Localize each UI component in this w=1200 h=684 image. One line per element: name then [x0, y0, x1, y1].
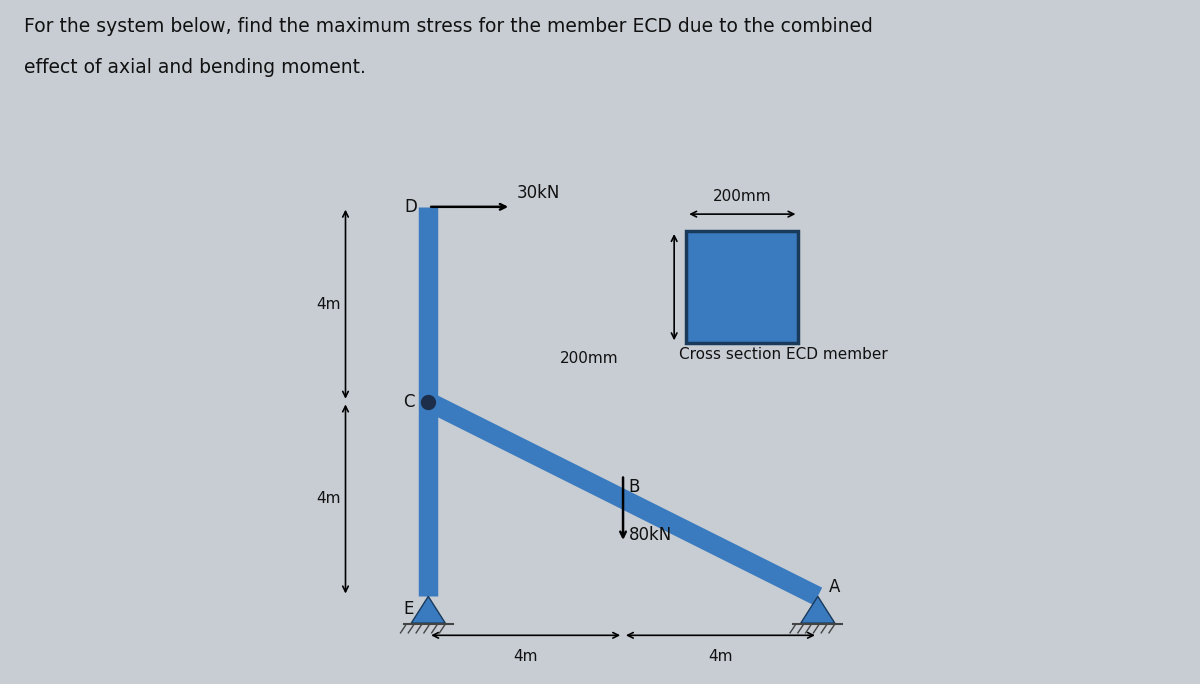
Polygon shape [412, 596, 445, 623]
Text: E: E [403, 600, 414, 618]
Text: D: D [404, 198, 418, 216]
Text: 4m: 4m [317, 297, 341, 312]
Text: Cross section ECD member: Cross section ECD member [679, 347, 888, 362]
Polygon shape [800, 596, 835, 623]
Text: C: C [403, 393, 414, 410]
Text: B: B [628, 478, 640, 496]
Text: 200mm: 200mm [559, 351, 618, 366]
Text: A: A [829, 577, 840, 596]
Text: 4m: 4m [317, 492, 341, 506]
Text: 80kN: 80kN [629, 527, 672, 544]
Bar [686, 231, 798, 343]
Text: 30kN: 30kN [517, 184, 560, 202]
Text: For the system below, find the maximum stress for the member ECD due to the comb: For the system below, find the maximum s… [24, 17, 872, 36]
Text: effect of axial and bending moment.: effect of axial and bending moment. [24, 58, 366, 77]
Text: 4m: 4m [514, 649, 538, 664]
Text: 200mm: 200mm [713, 189, 772, 204]
Text: 4m: 4m [708, 649, 733, 664]
